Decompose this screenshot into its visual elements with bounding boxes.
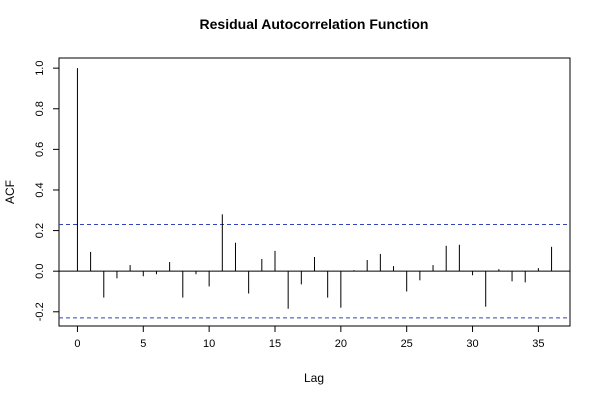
y-tick-label: 0.4	[34, 182, 46, 197]
y-tick-label: 0.8	[34, 101, 46, 116]
x-tick-label: 15	[269, 338, 281, 350]
x-tick-label: 25	[401, 338, 413, 350]
y-tick-label: 1.0	[34, 61, 46, 76]
y-axis-label: ACF	[3, 180, 17, 204]
ticks-layer: 0 5 10 15 20 25 30 35 -0.2 0.0 0.2 0.4 0.6 0.8 1.0	[34, 61, 545, 350]
x-tick-label: 0	[74, 338, 80, 350]
plot-frame	[58, 57, 571, 327]
y-tick-label: 0.2	[34, 223, 46, 238]
y-tick-label: 0.6	[34, 142, 46, 157]
bars-layer	[76, 68, 553, 309]
x-tick-label: 35	[532, 338, 544, 350]
x-tick-label: 5	[140, 338, 146, 350]
x-axis-label: Lag	[304, 371, 324, 385]
x-tick-label: 30	[466, 338, 478, 350]
x-tick-label: 20	[335, 338, 347, 350]
y-tick-label: 0.0	[34, 264, 46, 279]
x-tick-label: 10	[203, 338, 215, 350]
chart-title: Residual Autocorrelation Function	[200, 16, 429, 32]
y-tick-label: -0.2	[34, 302, 46, 321]
